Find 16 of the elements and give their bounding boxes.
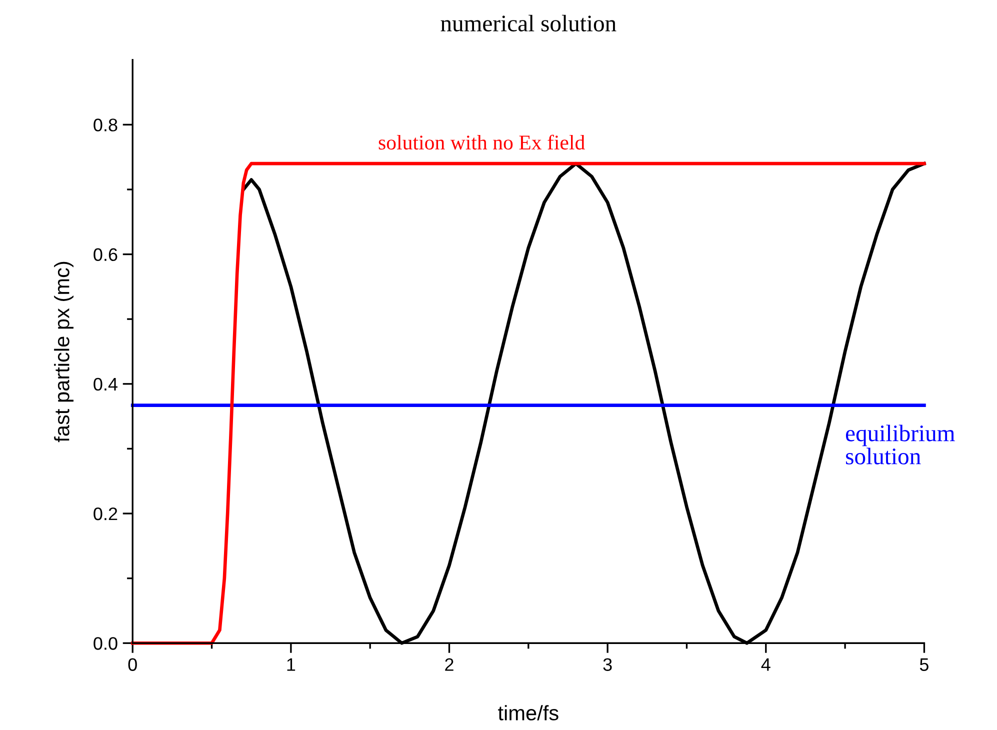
y-tick-label: 0.2: [94, 507, 118, 520]
y-tick-label: 0.6: [94, 248, 118, 262]
y-tick-label: 0.0: [94, 637, 118, 650]
y-tick-label: 0.4: [94, 378, 118, 391]
x-tick-label: 3: [603, 658, 612, 671]
x-tick-label: 0: [128, 658, 137, 671]
y-tick-label: 0.8: [94, 118, 118, 132]
x-tick-label: 1: [287, 658, 296, 671]
series-label: solution with no Ex field: [378, 134, 585, 150]
x-tick-label: 4: [761, 658, 770, 671]
series-label: equilibrium solution: [846, 424, 955, 464]
y-axis-title: fast particle px (mc): [54, 262, 74, 442]
x-tick-label: 5: [920, 658, 928, 671]
x-tick-label: 2: [445, 658, 454, 671]
chart-title: numerical solution: [440, 14, 616, 32]
x-axis-title: time/fs: [498, 705, 558, 720]
